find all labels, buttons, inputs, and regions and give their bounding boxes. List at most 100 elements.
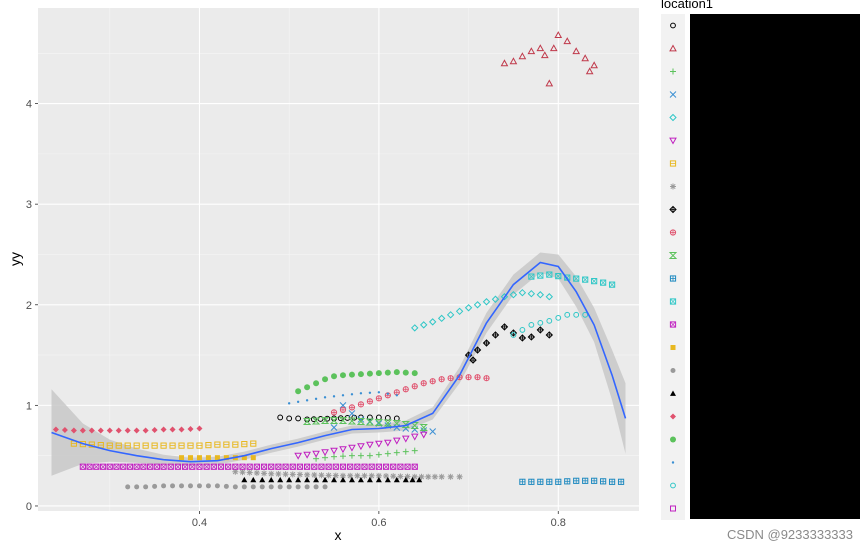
data-point bbox=[581, 54, 590, 62]
data-point bbox=[509, 291, 518, 299]
data-point bbox=[402, 369, 409, 376]
data-point bbox=[143, 484, 149, 490]
data-point bbox=[217, 463, 225, 470]
data-point bbox=[124, 427, 131, 434]
data-point bbox=[537, 478, 544, 485]
data-point bbox=[411, 447, 418, 454]
y-tick-label: 0 bbox=[26, 501, 32, 513]
data-point bbox=[563, 37, 572, 45]
data-point bbox=[545, 331, 554, 339]
data-point bbox=[469, 356, 477, 364]
data-point bbox=[365, 418, 375, 426]
data-point bbox=[465, 374, 472, 381]
data-point bbox=[304, 384, 311, 391]
data-point bbox=[187, 483, 193, 489]
data-point bbox=[277, 414, 284, 421]
data-point bbox=[160, 463, 167, 470]
data-point bbox=[608, 281, 616, 288]
data-point bbox=[546, 271, 553, 278]
data-point bbox=[608, 478, 616, 485]
data-point bbox=[187, 455, 193, 461]
data-point bbox=[214, 441, 221, 448]
data-point bbox=[214, 483, 220, 489]
data-point bbox=[473, 346, 482, 354]
data-point bbox=[120, 463, 127, 470]
data-point bbox=[401, 435, 410, 443]
y-tick-label: 4 bbox=[26, 99, 32, 111]
data-point bbox=[338, 416, 348, 424]
data-point bbox=[250, 455, 256, 461]
data-point bbox=[402, 476, 409, 483]
data-point bbox=[393, 476, 400, 483]
data-point bbox=[322, 476, 329, 483]
data-point bbox=[106, 442, 113, 449]
data-point bbox=[600, 478, 607, 485]
legend-key-bg bbox=[664, 476, 682, 495]
data-point bbox=[455, 307, 464, 316]
legend-key bbox=[669, 275, 677, 282]
data-point bbox=[549, 44, 558, 52]
legend-key bbox=[669, 44, 677, 52]
data-point bbox=[339, 476, 346, 483]
data-point bbox=[390, 463, 397, 470]
data-point bbox=[79, 427, 86, 434]
legend-key bbox=[670, 68, 676, 75]
watermark: CSDN @9233333333 bbox=[727, 527, 853, 542]
data-point bbox=[277, 484, 283, 490]
data-point bbox=[339, 372, 346, 379]
legend-key-bg bbox=[664, 499, 682, 518]
data-point bbox=[390, 473, 397, 480]
data-point bbox=[196, 425, 203, 432]
data-point bbox=[527, 289, 536, 298]
data-point bbox=[253, 463, 260, 470]
data-point bbox=[133, 427, 140, 434]
data-point bbox=[348, 404, 356, 411]
data-point bbox=[160, 426, 167, 433]
data-point bbox=[97, 427, 104, 434]
data-point bbox=[518, 334, 527, 342]
data-point bbox=[106, 427, 113, 434]
data-point bbox=[357, 476, 364, 483]
data-point bbox=[196, 442, 203, 449]
data-point bbox=[325, 463, 332, 470]
data-point bbox=[528, 321, 535, 328]
data-point bbox=[203, 463, 210, 470]
data-point bbox=[527, 47, 536, 55]
data-point bbox=[268, 476, 275, 483]
data-point bbox=[332, 395, 336, 398]
data-point bbox=[302, 417, 312, 425]
data-point bbox=[491, 295, 500, 303]
smooth-line-layer bbox=[51, 261, 627, 463]
data-point bbox=[151, 427, 158, 434]
data-point bbox=[304, 463, 311, 470]
data-point bbox=[142, 427, 149, 434]
data-point bbox=[88, 427, 95, 434]
data-point bbox=[404, 463, 411, 470]
data-point bbox=[225, 463, 232, 470]
legend-key bbox=[669, 137, 677, 145]
data-point bbox=[537, 272, 544, 279]
data-point bbox=[368, 463, 375, 470]
data-point bbox=[134, 484, 140, 490]
data-point bbox=[253, 469, 260, 476]
data-point bbox=[359, 392, 363, 395]
data-point bbox=[348, 452, 355, 459]
data-point bbox=[303, 451, 311, 459]
data-point bbox=[223, 455, 229, 461]
data-point bbox=[140, 463, 147, 470]
data-point bbox=[282, 463, 289, 470]
data-point bbox=[339, 446, 347, 454]
data-point bbox=[573, 311, 580, 318]
data-point bbox=[286, 484, 292, 490]
legend-key bbox=[670, 436, 676, 443]
data-point bbox=[617, 478, 625, 485]
data-point bbox=[189, 463, 196, 470]
data-point bbox=[318, 463, 325, 470]
data-point bbox=[397, 473, 404, 480]
data-point bbox=[196, 455, 202, 461]
legend-title: location1 bbox=[661, 0, 713, 11]
data-point bbox=[573, 477, 580, 484]
data-point bbox=[350, 393, 354, 396]
legend-key bbox=[671, 461, 675, 464]
data-point bbox=[375, 451, 382, 458]
